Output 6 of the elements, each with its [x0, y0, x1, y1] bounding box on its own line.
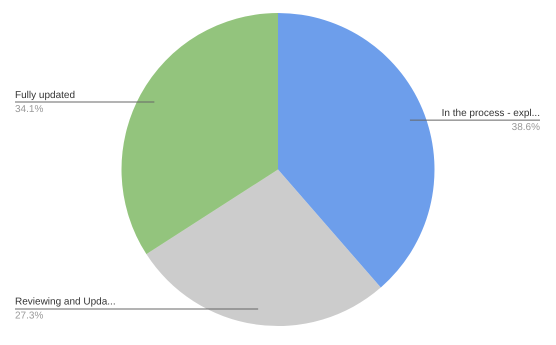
slice-label: Fully updated	[15, 90, 76, 101]
data-label: 38.6%	[512, 122, 540, 133]
data-label: 27.3%	[15, 310, 44, 322]
slice-label: Reviewing and Upda...	[15, 296, 116, 308]
slice-label: In the process - expl...	[442, 108, 540, 119]
data-label: 34.1%	[15, 104, 44, 115]
